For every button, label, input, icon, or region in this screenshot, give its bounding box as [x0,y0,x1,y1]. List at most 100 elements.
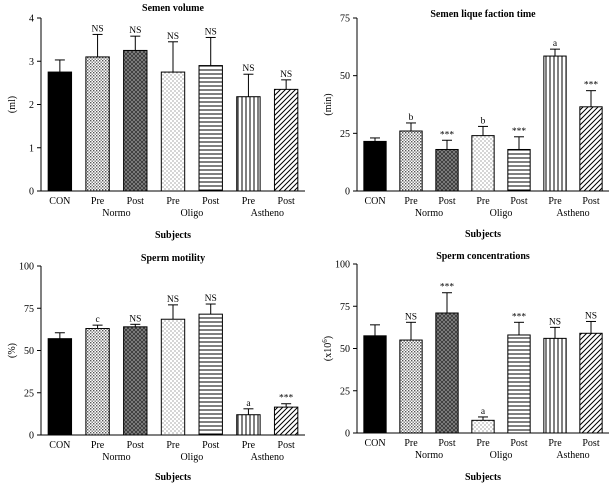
y-axis-label-end: ) [323,336,334,339]
chart-panel-4: Sperm concentrations 0 25 50 75 100 (x106) CON N… [321,251,609,483]
group-label-normo: Normo [102,452,130,463]
significance-label: a [553,39,558,49]
x-tick-label: Pre [548,196,562,207]
y-tick-label: 0 [345,187,350,198]
y-axis-label: (ml) [7,96,18,113]
significance-label: *** [279,394,294,404]
x-tick-label: Pre [548,438,562,449]
x-tick-label: Post [202,196,219,207]
group-label-normo: Normo [415,450,443,461]
x-tick-label: CON [49,196,70,207]
y-tick-label: 25 [24,388,34,399]
group-label-astheno: Astheno [251,452,284,463]
chart-title: Sperm motility [141,253,205,264]
x-axis-label: Subjects [155,230,191,241]
x-tick-label: Post [202,440,219,451]
x-tick-label: CON [49,440,70,451]
x-tick-label: Post [582,438,599,449]
group-label-oligo: Oligo [490,450,513,461]
bar-astheno-pre [236,414,261,436]
significance-label: NS [242,64,254,74]
chart-panel-1: Semen volume 0 1 2 3 4 (ml) CON NS Pre NS Post NS Pre… [7,3,305,241]
x-axis-label: Subjects [465,229,501,240]
bar-oligo-post [507,148,531,192]
y-tick-label: 75 [340,14,350,25]
significance-label: NS [205,294,217,304]
bar-con [47,71,73,192]
y-axis-label: (x106) [321,336,334,361]
x-tick-label: Pre [476,438,490,449]
x-tick-label: Post [127,196,144,207]
x-tick-label: Pre [166,196,180,207]
x-tick-label: Post [582,196,599,207]
bar-astheno-post [273,88,299,192]
group-label-astheno: Astheno [556,450,589,461]
y-tick-label: 0 [29,187,34,198]
group-label-oligo: Oligo [180,452,203,463]
x-tick-label: Pre [166,440,180,451]
significance-label: NS [91,24,103,34]
bar-oligo-pre [471,135,495,192]
x-tick-label: Post [278,196,295,207]
x-tick-label: Post [278,440,295,451]
bar-normo-pre [85,328,110,436]
x-tick-label: CON [364,196,385,207]
significance-label: a [481,407,486,417]
significance-label: NS [205,27,217,37]
bar-normo-pre [85,56,110,192]
y-tick-label: 25 [340,386,350,397]
x-tick-label: Pre [242,440,256,451]
significance-label: NS [129,314,141,324]
group-label-normo: Normo [102,208,130,219]
chart-title: Semen lique faction time [430,9,536,20]
bar-normo-post [123,326,148,436]
x-tick-label: Pre [91,440,105,451]
y-tick-label: 25 [340,129,350,140]
significance-label: *** [512,312,527,322]
bar-oligo-post [198,65,223,192]
x-axis-label: Subjects [155,472,191,483]
y-axis-label: (min) [323,93,334,115]
x-tick-label: Pre [242,196,256,207]
chart-title: Semen volume [142,3,205,14]
bar-con [47,338,73,436]
bar-normo-post [435,312,459,434]
x-tick-label: Pre [91,196,105,207]
significance-label: a [246,399,251,409]
group-label-oligo: Oligo [490,208,513,219]
significance-label: *** [440,283,455,293]
x-tick-label: Post [510,196,527,207]
bar-astheno-post [273,406,299,436]
bar-oligo-post [507,334,531,434]
bar-astheno-pre [543,337,567,434]
bar-oligo-post [198,313,223,436]
y-tick-label: 75 [24,304,34,315]
x-tick-label: Pre [404,196,418,207]
x-tick-label: Pre [476,196,490,207]
group-label-astheno: Astheno [556,208,589,219]
chart-panel-2: Semen lique faction time 0 25 50 75 (min) CON b… [323,9,609,240]
y-axis-label: (%) [7,343,18,358]
y-tick-label: 50 [24,346,34,357]
chart-panel-3: Sperm motility 0 25 50 75 100 (%) CON c Pre NS Post… [7,253,305,483]
y-tick-label: 50 [340,71,350,82]
bar-normo-post [123,49,148,192]
bar-con [363,140,387,192]
bar-oligo-pre [471,419,495,434]
significance-label: c [95,315,99,325]
significance-label: NS [405,312,417,322]
significance-label: NS [167,32,179,42]
bar-astheno-pre [543,55,567,192]
y-tick-label: 3 [29,57,34,68]
bar-oligo-pre [160,318,186,436]
x-axis-label: Subjects [465,472,501,483]
x-tick-label: Post [438,438,455,449]
y-tick-label: 1 [29,143,34,154]
significance-label: NS [280,70,292,80]
significance-label: NS [167,295,179,305]
significance-label: b [409,113,414,123]
x-tick-label: Post [438,196,455,207]
chart-title: Sperm concentrations [436,251,530,262]
y-tick-label: 100 [19,262,34,273]
